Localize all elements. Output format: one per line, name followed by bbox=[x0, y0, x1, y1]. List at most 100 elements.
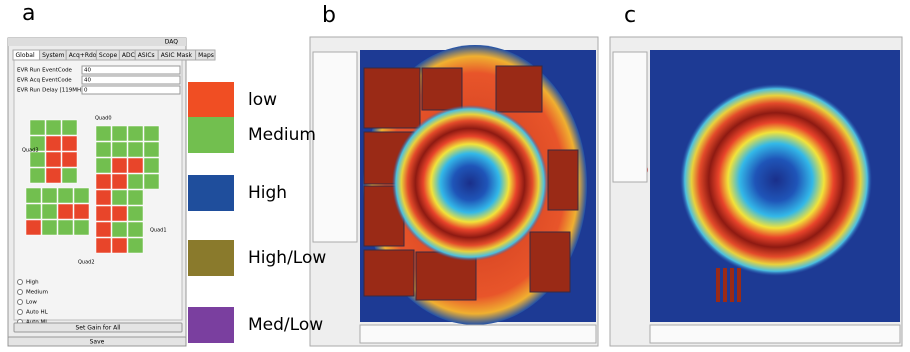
asic-tile[interactable] bbox=[128, 158, 143, 173]
asic-tile[interactable] bbox=[96, 190, 111, 205]
asic-tile[interactable] bbox=[128, 206, 143, 221]
legend-label: Med/Low bbox=[248, 315, 323, 335]
asic-tile[interactable] bbox=[128, 238, 143, 253]
asic-tile[interactable] bbox=[112, 190, 127, 205]
asic-tile[interactable] bbox=[46, 168, 61, 183]
figure: DAQ a b c Global System Acq+RdoScope ADCASICs A… bbox=[0, 0, 910, 348]
asic-tile[interactable] bbox=[112, 222, 127, 237]
asic-tile[interactable] bbox=[144, 158, 159, 173]
asic-tile[interactable] bbox=[42, 204, 57, 219]
asic-tile[interactable] bbox=[46, 152, 61, 167]
tab-label: Maps bbox=[198, 52, 214, 59]
button-label: Save bbox=[90, 338, 105, 345]
legend-label: High/Low bbox=[248, 248, 326, 268]
asic-tile[interactable] bbox=[74, 188, 89, 203]
tab-label: Acq+Rdo bbox=[69, 52, 97, 59]
asic-tile[interactable] bbox=[144, 174, 159, 189]
field-label: EVR Run EventCode bbox=[17, 68, 73, 74]
asic-tile[interactable] bbox=[46, 120, 61, 135]
asic-tile[interactable] bbox=[144, 126, 159, 141]
asic-tile[interactable] bbox=[112, 174, 127, 189]
asic-tile[interactable] bbox=[128, 174, 143, 189]
quad-label: Quad1 bbox=[150, 228, 167, 234]
legend-swatch bbox=[188, 307, 234, 343]
tab-label: System bbox=[42, 52, 65, 59]
asic-tile[interactable] bbox=[96, 206, 111, 221]
title-bar bbox=[8, 38, 186, 46]
field-input[interactable] bbox=[82, 76, 180, 84]
legend-swatch bbox=[188, 240, 234, 276]
asic-tile[interactable] bbox=[58, 204, 73, 219]
asic-tile[interactable] bbox=[96, 174, 111, 189]
asic-tile[interactable] bbox=[26, 188, 41, 203]
field-value: 40 bbox=[84, 68, 91, 74]
asic-tile[interactable] bbox=[74, 204, 89, 219]
asic-tile[interactable] bbox=[96, 222, 111, 237]
asic-tile[interactable] bbox=[128, 142, 143, 157]
asic-tile[interactable] bbox=[30, 168, 45, 183]
asic-tile[interactable] bbox=[30, 120, 45, 135]
ring bbox=[680, 84, 872, 276]
asic-tile[interactable] bbox=[62, 136, 77, 151]
asic-tile[interactable] bbox=[128, 126, 143, 141]
asic-tile[interactable] bbox=[96, 126, 111, 141]
legend-label: High bbox=[248, 183, 287, 203]
asic-tile[interactable] bbox=[128, 190, 143, 205]
field-label: EVR Acq EventCode bbox=[17, 78, 72, 84]
field-value: 0 bbox=[84, 88, 88, 94]
window-title: DAQ bbox=[165, 39, 179, 46]
radio-label: Auto HL bbox=[26, 310, 49, 316]
asic-tile[interactable] bbox=[46, 136, 61, 151]
asic-tile[interactable] bbox=[62, 120, 77, 135]
field-input[interactable] bbox=[82, 86, 180, 94]
legend-label: low bbox=[248, 90, 277, 110]
asic-tile[interactable] bbox=[112, 142, 127, 157]
asic-tile[interactable] bbox=[144, 142, 159, 157]
asic-tile[interactable] bbox=[96, 158, 111, 173]
asic-tile[interactable] bbox=[26, 204, 41, 219]
asic-tile[interactable] bbox=[30, 152, 45, 167]
legend-label: Medium bbox=[248, 125, 316, 145]
panel-label: c bbox=[624, 3, 636, 28]
radio-label: Medium bbox=[26, 290, 48, 296]
asic-tile[interactable] bbox=[112, 206, 127, 221]
radio-label: Low bbox=[26, 300, 37, 306]
asic-tile[interactable] bbox=[112, 158, 127, 173]
tab-label: ADC bbox=[122, 52, 135, 59]
radio-button[interactable] bbox=[18, 300, 23, 305]
radio-button[interactable] bbox=[18, 310, 23, 315]
panel-label: b bbox=[322, 3, 336, 28]
field-label: EVR Run Delay [119MHz] bbox=[17, 88, 86, 94]
button-label: Set Gain for All bbox=[75, 324, 120, 331]
asic-tile[interactable] bbox=[62, 152, 77, 167]
radio-button[interactable] bbox=[18, 280, 23, 285]
asic-tile[interactable] bbox=[26, 220, 41, 235]
asic-tile[interactable] bbox=[42, 220, 57, 235]
asic-tile[interactable] bbox=[58, 220, 73, 235]
field-input[interactable] bbox=[82, 66, 180, 74]
asic-tile[interactable] bbox=[96, 142, 111, 157]
asic-tile[interactable] bbox=[74, 220, 89, 235]
asic-tile[interactable] bbox=[128, 222, 143, 237]
asic-tile[interactable] bbox=[112, 238, 127, 253]
asic-tile[interactable] bbox=[42, 188, 57, 203]
legend-swatch bbox=[188, 175, 234, 211]
field-value: 40 bbox=[84, 78, 91, 84]
quad-label: Quad2 bbox=[78, 260, 95, 266]
asic-tile[interactable] bbox=[112, 126, 127, 141]
quad-label: Quad0 bbox=[95, 116, 112, 122]
tab-label: ASICs bbox=[138, 52, 155, 59]
tab-label: ASIC Mask bbox=[161, 52, 193, 59]
ring bbox=[392, 105, 548, 261]
quad-label: Quad3 bbox=[22, 148, 39, 154]
asic-tile[interactable] bbox=[62, 168, 77, 183]
legend-swatch bbox=[188, 82, 234, 118]
radio-label: High bbox=[26, 280, 39, 286]
tab-label: Global bbox=[16, 52, 35, 59]
page: DAQ a b c Global System Acq+RdoScope ADCASICs A… bbox=[0, 0, 910, 348]
tab-label: Scope bbox=[99, 52, 118, 59]
panel-label: a bbox=[22, 1, 35, 26]
asic-tile[interactable] bbox=[96, 238, 111, 253]
asic-tile[interactable] bbox=[58, 188, 73, 203]
radio-button[interactable] bbox=[18, 290, 23, 295]
